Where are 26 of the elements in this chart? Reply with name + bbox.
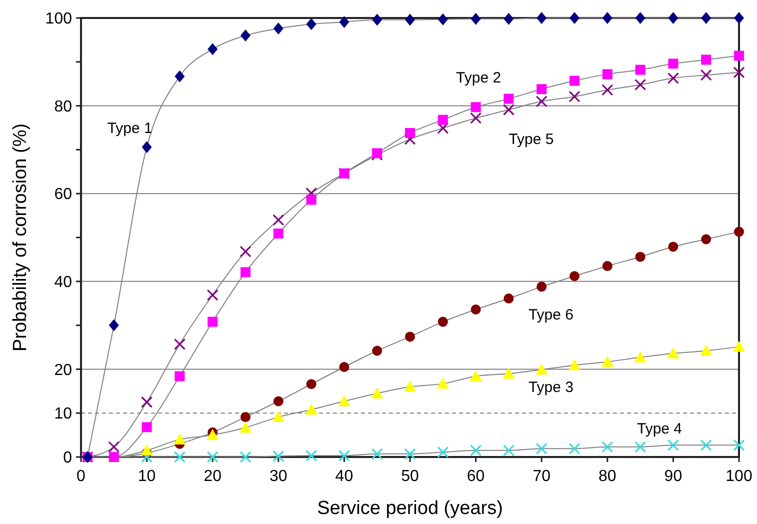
y-tick-label: 20 <box>54 362 72 379</box>
x-tick-label: 20 <box>204 468 222 485</box>
y-axis-title: Probability of corrosion (%) <box>10 123 31 352</box>
series-label: Type 1 <box>107 120 152 137</box>
x-tick-label: 30 <box>270 468 288 485</box>
x-tick-label: 10 <box>138 468 156 485</box>
x-tick-label: 90 <box>664 468 682 485</box>
series-label: Type 6 <box>528 306 574 324</box>
x-tick-label: 50 <box>401 468 419 485</box>
y-tick-label: 100 <box>45 10 72 28</box>
x-tick-label: 80 <box>598 468 616 485</box>
y-tick-label: 60 <box>54 186 72 204</box>
x-tick-label: 60 <box>466 468 485 485</box>
y-tick-label: 40 <box>54 274 72 291</box>
x-tick-label: 40 <box>335 468 354 485</box>
series-label: Type 4 <box>637 420 682 438</box>
y-tick-label: 80 <box>54 98 72 116</box>
x-tick-label: 0 <box>76 468 86 485</box>
x-axis-title: Service period (years) <box>317 498 503 519</box>
y-tick-label: 10 <box>54 406 72 423</box>
x-tick-label: 100 <box>726 468 752 485</box>
x-tick-label: 70 <box>532 468 551 485</box>
y-tick-label: 0 <box>63 450 72 467</box>
series-label: Type 2 <box>456 70 502 87</box>
series-label: Type 5 <box>508 130 554 148</box>
series-label: Type 3 <box>528 379 574 396</box>
